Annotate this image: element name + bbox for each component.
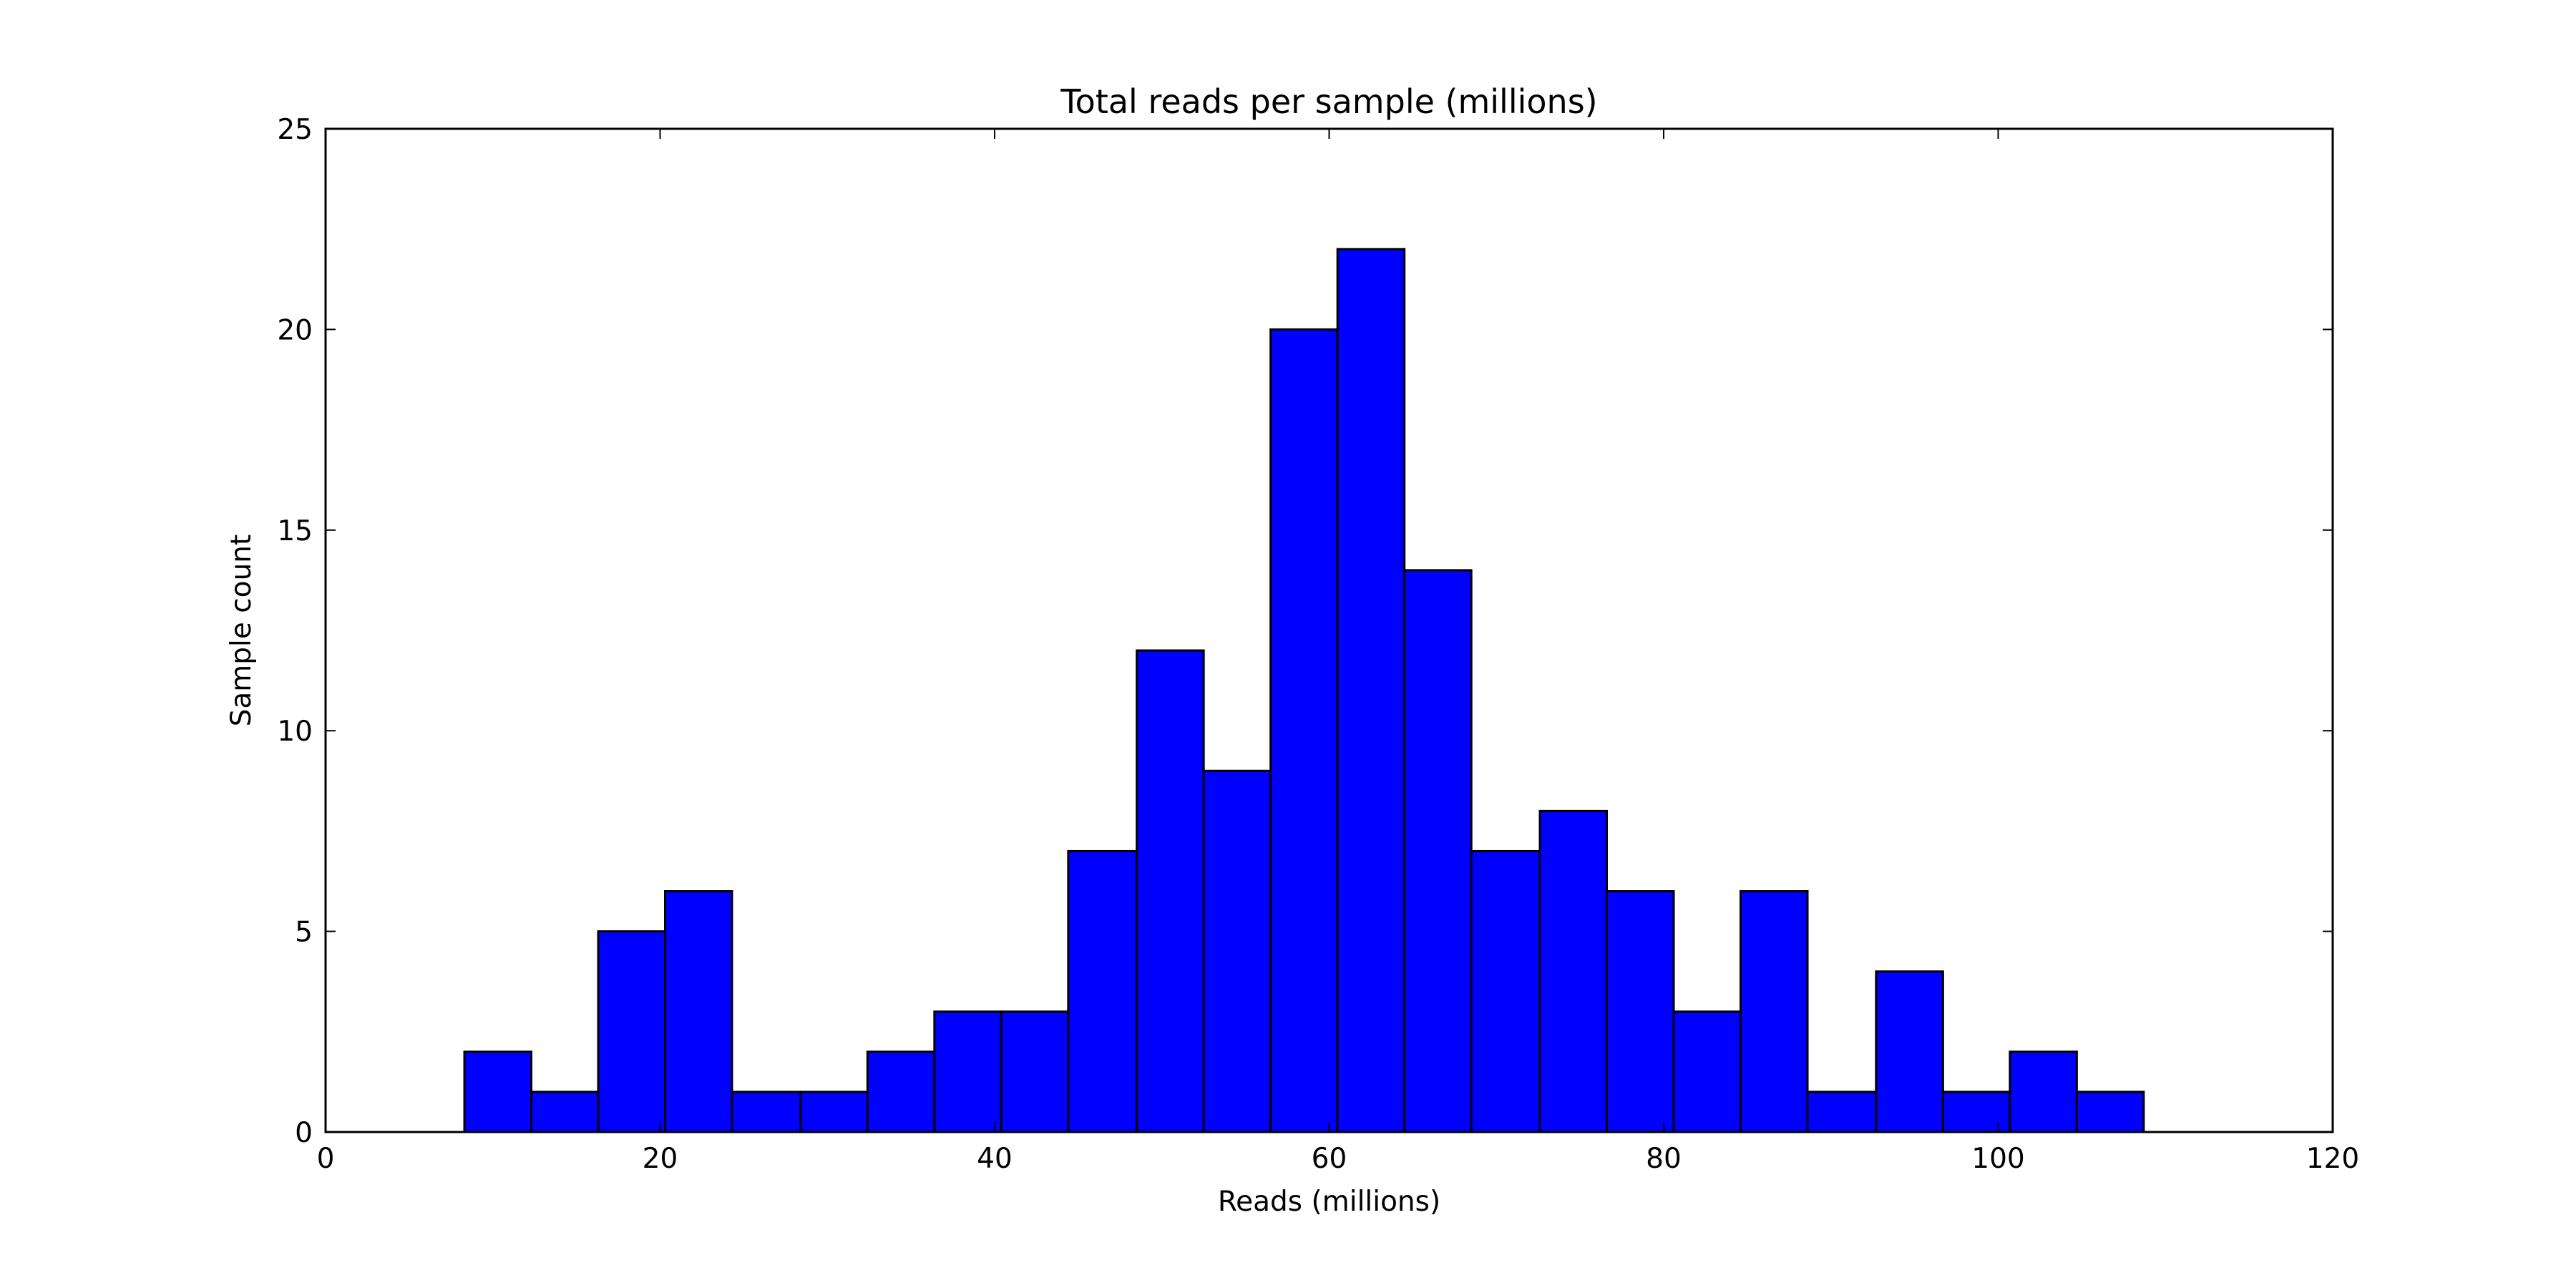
histogram-bar (1269, 328, 1339, 1133)
x-tick-label: 80 (1646, 1143, 1682, 1175)
histogram-bar (731, 1091, 802, 1133)
histogram-bar (799, 1091, 869, 1133)
x-tick-labels: 0 20 40 60 80 100 120 (317, 1143, 2360, 1175)
histogram-bar (530, 1091, 600, 1133)
histogram-bar (1067, 849, 1138, 1133)
histogram-bar (1806, 1091, 1878, 1133)
histogram-bar (463, 1050, 533, 1133)
x-tick-label: 0 (317, 1143, 335, 1175)
y-tick-label: 10 (277, 716, 313, 748)
histogram-bar (1606, 890, 1675, 1133)
x-tick-label: 100 (1971, 1143, 2024, 1175)
y-tick-label: 20 (277, 314, 313, 346)
histogram-bar (2075, 1091, 2145, 1133)
histogram-bar (597, 930, 667, 1133)
histogram-bar (1875, 970, 1944, 1133)
y-tick-labels: 0 5 10 15 20 25 (277, 114, 313, 1149)
histogram-bar (1672, 1010, 1742, 1133)
x-tick-label: 20 (643, 1143, 678, 1175)
y-tick-label: 25 (277, 114, 313, 146)
chart-title: Total reads per sample (millions) (1060, 82, 1597, 121)
y-tick-label: 0 (295, 1117, 313, 1149)
x-tick-label: 120 (2306, 1143, 2359, 1175)
x-tick-label: 40 (977, 1143, 1013, 1175)
histogram-bar (1538, 809, 1609, 1133)
histogram-bar (1941, 1091, 2011, 1133)
histogram-bar (933, 1010, 1002, 1133)
histogram-bar (2009, 1050, 2078, 1133)
histogram-bar (1202, 769, 1272, 1133)
y-axis-label: Sample count (225, 535, 258, 727)
bars-group (463, 248, 2145, 1133)
y-tick-label: 5 (295, 917, 313, 949)
histogram-bar (1470, 849, 1541, 1133)
y-tick-label: 15 (277, 515, 313, 547)
histogram-bar (1740, 890, 1809, 1133)
ticks-group (325, 128, 2333, 1133)
histogram-bar (1336, 248, 1406, 1133)
histogram-bar (1000, 1010, 1070, 1133)
histogram-bar (664, 890, 733, 1133)
x-tick-label: 60 (1312, 1143, 1347, 1175)
histogram-bar (1136, 649, 1205, 1133)
histogram-bar (1403, 569, 1473, 1133)
histogram-bar (866, 1050, 936, 1133)
x-axis-label: Reads (millions) (1218, 1186, 1440, 1218)
